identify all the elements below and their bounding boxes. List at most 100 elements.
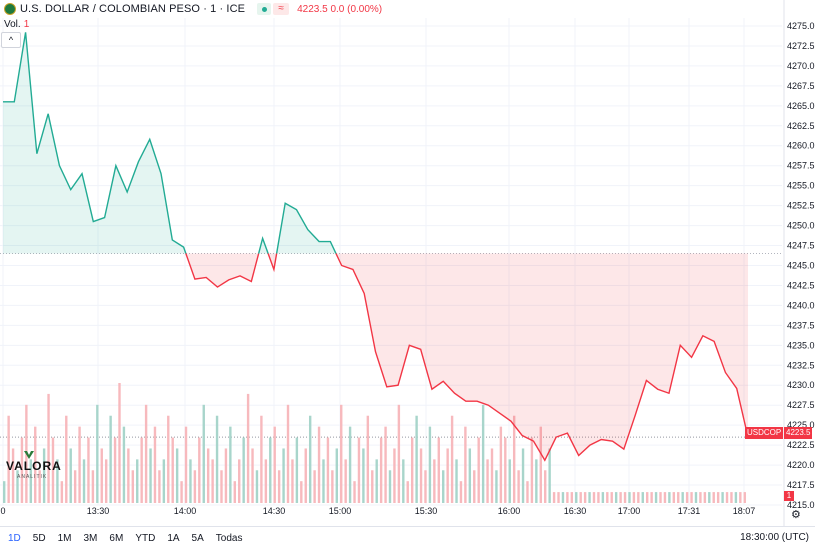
volume-bar (739, 492, 742, 503)
volume-bar (51, 437, 55, 503)
x-tick-label: 15:00 (329, 506, 352, 516)
volume-bar (29, 459, 33, 503)
up-area (3, 32, 186, 254)
utc-clock[interactable]: 18:30:00 (UTC) (740, 532, 809, 543)
volume-bar (295, 437, 299, 503)
y-tick-label: 4235.0 (787, 340, 815, 350)
volume-bar (685, 492, 689, 503)
volume-label: Vol. (4, 19, 21, 30)
x-tick-label: 17:00 (618, 506, 641, 516)
volume-bar (149, 448, 152, 503)
volume-legend[interactable]: Vol. 1 (4, 19, 29, 30)
range-button-6m[interactable]: 6M (109, 533, 124, 544)
volume-bar (641, 492, 644, 503)
y-tick-label: 4227.5 (787, 400, 815, 410)
volume-bar (623, 492, 627, 503)
volume-bar (238, 459, 241, 503)
range-button-5d[interactable]: 5D (32, 533, 46, 544)
volume-bar (122, 426, 126, 503)
volume-bar (16, 470, 19, 503)
gear-icon[interactable]: ⚙ (791, 509, 801, 521)
volume-bar (78, 426, 81, 503)
down-line (267, 253, 278, 273)
volume-bar (464, 426, 467, 503)
volume-bar (521, 448, 525, 503)
range-button-1m[interactable]: 1M (57, 533, 72, 544)
range-button-1d[interactable]: 1D (8, 533, 21, 544)
volume-bar (743, 492, 746, 503)
volume-bar (60, 481, 64, 503)
volume-bar (614, 492, 618, 503)
volume-bar (317, 426, 321, 503)
wave-icon[interactable]: ≈ (273, 3, 290, 15)
up-line (3, 32, 187, 254)
price-areas (3, 32, 748, 461)
y-tick-label: 4230.0 (787, 380, 815, 390)
y-tick-label: 4225.0 (787, 420, 815, 430)
collapse-legend-button[interactable]: ^ (1, 32, 21, 48)
volume-bar (552, 492, 556, 503)
volume-bar (153, 426, 157, 503)
volume-bar (20, 437, 24, 503)
bottom-toolbar: 1D 5D 1M 3M 6M YTD 1A 5A Todas 18:30:00 (UTC) (0, 526, 815, 550)
volume-bar (87, 437, 90, 503)
volume-bar (158, 470, 161, 503)
valora-logo: VALORA (6, 459, 62, 473)
volume-bar (663, 492, 667, 503)
volume-bar (601, 492, 605, 503)
volume-bar (433, 459, 436, 503)
volume-bar (335, 448, 338, 503)
volume-bar (7, 415, 10, 503)
volume-bar (446, 448, 449, 503)
volume-bar (73, 470, 77, 503)
volume-bar (246, 393, 250, 503)
volume-bar (628, 492, 631, 503)
volume-bar (725, 492, 729, 503)
volume-bar (175, 448, 179, 503)
range-button-5a[interactable]: 5A (191, 533, 204, 544)
volume-bar (548, 448, 551, 503)
volume-bar (699, 492, 702, 503)
volume-bar (162, 459, 166, 503)
y-tick-label: 4255.0 (787, 181, 815, 191)
volume-bar (619, 492, 622, 503)
volume-bar (450, 415, 454, 503)
volume-bar (255, 470, 259, 503)
volume-bar (291, 459, 294, 503)
volume-bar (357, 437, 361, 503)
volume-bar (388, 470, 392, 503)
volume-bar (495, 470, 498, 503)
volume-bar (167, 415, 170, 503)
volume-bar (544, 470, 547, 503)
volume-bar (34, 426, 37, 503)
volume-bar (459, 481, 463, 503)
volume-bar (202, 404, 205, 503)
volume-bar (180, 481, 183, 503)
down-area (335, 253, 748, 461)
volume-bar (65, 415, 68, 503)
currency-flag-icon (4, 3, 16, 15)
volume-bar (668, 492, 671, 503)
volume-bar (69, 448, 72, 503)
y-tick-label: 4232.5 (787, 360, 815, 370)
volume-bar (734, 492, 738, 503)
range-button-1a[interactable]: 1A (167, 533, 180, 544)
volume-bar (712, 492, 715, 503)
symbol-title[interactable]: U.S. DOLLAR / COLOMBIAN PESO · 1 · ICE (20, 3, 246, 15)
volume-bar (140, 437, 143, 503)
volume-bar (716, 492, 720, 503)
range-button-3m[interactable]: 3M (83, 533, 98, 544)
volume-bar (583, 492, 587, 503)
y-tick-label: 4240.0 (787, 300, 815, 310)
x-tick-label: 17:31 (678, 506, 701, 516)
volume-bar (610, 492, 613, 503)
volume-bar (406, 481, 409, 503)
range-button-ytd[interactable]: YTD (135, 533, 156, 544)
y-tick-label: 4260.0 (787, 141, 815, 151)
volume-bar (606, 492, 609, 503)
market-open-icon[interactable] (257, 3, 272, 15)
range-button-todas[interactable]: Todas (215, 533, 243, 544)
volume-bar (136, 459, 139, 503)
price-lines (3, 32, 749, 462)
